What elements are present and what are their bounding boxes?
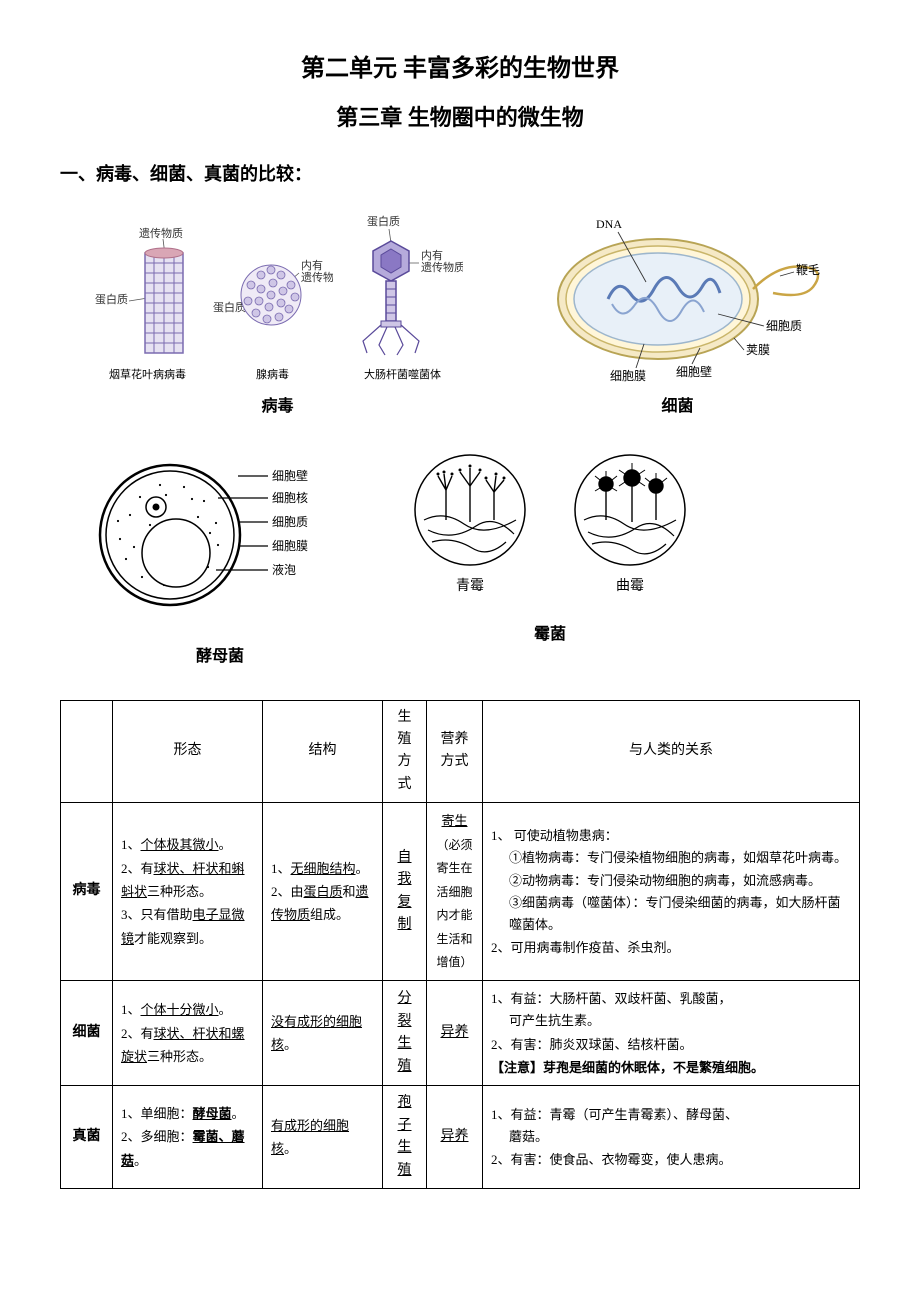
- bact-morph: 1、个体十分微小。 2、有球状、杆状和螺旋状三种形态。: [113, 981, 263, 1086]
- bact-repro: 分裂生殖: [383, 981, 427, 1086]
- virus-adeno: 蛋白质 内有 遗传物质: [213, 223, 333, 385]
- bacteria-caption: 细菌: [661, 394, 693, 420]
- mold-penicillium: 青霉: [410, 450, 530, 598]
- th-morph: 形态: [113, 700, 263, 803]
- bact-label-wall: 细胞壁: [676, 364, 712, 379]
- yeast-label-membrane: 细胞膜: [272, 539, 308, 553]
- mold-aspergillus: 曲霉: [570, 450, 690, 598]
- bacteria-figure: DNA 鞭毛 细胞质 荚膜 细胞壁 细胞膜 细菌: [528, 204, 828, 420]
- bacteria-icon: DNA 鞭毛 细胞质 荚膜 细胞壁 细胞膜: [528, 204, 828, 384]
- yeast-caption: 酵母菌: [196, 644, 244, 670]
- rowhead-bacteria: 细菌: [61, 981, 113, 1086]
- tmv-caption: 烟草花叶病病毒: [109, 367, 186, 385]
- bact-nutr: 异养: [427, 981, 483, 1086]
- adeno-label-inner-1: 内有: [301, 258, 323, 272]
- comparison-table: 形态 结构 生殖方式 营养方式 与人类的关系 病毒 1、个体极其微小。 2、有球…: [60, 700, 860, 1189]
- phage-label-protein: 蛋白质: [367, 214, 400, 228]
- phage-caption: 大肠杆菌噬菌体: [364, 367, 441, 385]
- penicillium-caption: 青霉: [456, 576, 484, 598]
- bact-rel: 1、有益：大肠杆菌、双歧杆菌、乳酸菌， 可产生抗生素。 2、有害：肺炎双球菌、结…: [483, 981, 860, 1086]
- yeast-label-cyto: 细胞质: [272, 515, 308, 529]
- fungi-nutr: 异养: [427, 1086, 483, 1189]
- yeast-label-vacuole: 液泡: [272, 562, 296, 577]
- section-heading: 一、病毒、细菌、真菌的比较：: [60, 160, 860, 189]
- table-row-fungi: 真菌 1、单细胞：酵母菌。 2、多细胞：霉菌、蘑菇。 有成形的细胞核。 孢子生殖…: [61, 1086, 860, 1189]
- aspergillus-icon: [570, 450, 690, 570]
- fungi-rel: 1、有益：青霉（可产生青霉素）、酵母菌、 蘑菇。 2、有害：使食品、衣物霉变，使…: [483, 1086, 860, 1189]
- figure-row-1: 蛋白质 遗传物质: [60, 204, 860, 420]
- virus-phage: 蛋白质 内有 遗传物质: [343, 213, 463, 385]
- table-row-bacteria: 细菌 1、个体十分微小。 2、有球状、杆状和螺旋状三种形态。 没有成形的细胞核。…: [61, 981, 860, 1086]
- table-header-row: 形态 结构 生殖方式 营养方式 与人类的关系: [61, 700, 860, 803]
- yeast-figure: 细胞壁 细胞核 细胞质 细胞膜 液泡 酵母菌: [90, 450, 350, 670]
- virus-morph: 1、个体极其微小。 2、有球状、杆状和蝌蚪状三种形态。 3、只有借助电子显微镜才…: [113, 803, 263, 981]
- virus-figure: 蛋白质 遗传物质: [93, 213, 463, 420]
- yeast-label-wall: 细胞壁: [272, 468, 308, 483]
- virus-nutr: 寄生 （必须寄生在活细胞内才能生活和增值）: [427, 803, 483, 981]
- adeno-caption: 腺病毒: [256, 367, 289, 385]
- th-nutr: 营养方式: [427, 700, 483, 803]
- aspergillus-caption: 曲霉: [616, 576, 644, 598]
- phage-label-inner-2: 遗传物质: [421, 260, 463, 274]
- fungi-morph: 1、单细胞：酵母菌。 2、多细胞：霉菌、蘑菇。: [113, 1086, 263, 1189]
- tmv-label-protein: 蛋白质: [95, 292, 128, 306]
- phage-label-inner-1: 内有: [421, 248, 443, 262]
- virus-caption: 病毒: [261, 394, 293, 420]
- figure-row-2: 细胞壁 细胞核 细胞质 细胞膜 液泡 酵母菌: [90, 450, 830, 670]
- bact-label-flagellum: 鞭毛: [796, 263, 820, 277]
- mold-figure: 青霉: [410, 450, 690, 648]
- mold-caption: 霉菌: [534, 622, 566, 648]
- phage-icon: 蛋白质 内有 遗传物质: [343, 213, 463, 363]
- th-rel: 与人类的关系: [483, 700, 860, 803]
- rowhead-fungi: 真菌: [61, 1086, 113, 1189]
- tmv-icon: 蛋白质 遗传物质: [93, 223, 203, 363]
- yeast-icon: 细胞壁 细胞核 细胞质 细胞膜 液泡: [90, 450, 350, 620]
- th-repro: 生殖方式: [383, 700, 427, 803]
- bact-label-cyto: 细胞质: [766, 319, 802, 333]
- virus-tmv: 蛋白质 遗传物质: [93, 223, 203, 385]
- virus-repro: 自我复制: [383, 803, 427, 981]
- adeno-icon: 蛋白质 内有 遗传物质: [213, 223, 333, 363]
- penicillium-icon: [410, 450, 530, 570]
- yeast-label-nucleus: 细胞核: [272, 491, 308, 505]
- bact-struct: 没有成形的细胞核。: [263, 981, 383, 1086]
- bact-label-dna: DNA: [596, 217, 622, 231]
- adeno-label-protein: 蛋白质: [213, 300, 246, 314]
- bact-label-membrane: 细胞膜: [610, 369, 646, 383]
- unit-title: 第二单元 丰富多彩的生物世界: [60, 50, 860, 88]
- tmv-label-genetic: 遗传物质: [139, 226, 183, 240]
- virus-struct: 1、无细胞结构。 2、由蛋白质和遗传物质组成。: [263, 803, 383, 981]
- fungi-struct: 有成形的细胞核。: [263, 1086, 383, 1189]
- th-struct: 结构: [263, 700, 383, 803]
- bact-label-capsule: 荚膜: [746, 343, 770, 357]
- table-row-virus: 病毒 1、个体极其微小。 2、有球状、杆状和蝌蚪状三种形态。 3、只有借助电子显…: [61, 803, 860, 981]
- fungi-repro: 孢子生殖: [383, 1086, 427, 1189]
- adeno-label-inner-2: 遗传物质: [301, 270, 333, 284]
- chapter-title: 第三章 生物圈中的微生物: [60, 100, 860, 135]
- th-empty: [61, 700, 113, 803]
- rowhead-virus: 病毒: [61, 803, 113, 981]
- virus-rel: 1、 可使动植物患病： ①植物病毒：专门侵染植物细胞的病毒，如烟草花叶病毒。 ②…: [483, 803, 860, 981]
